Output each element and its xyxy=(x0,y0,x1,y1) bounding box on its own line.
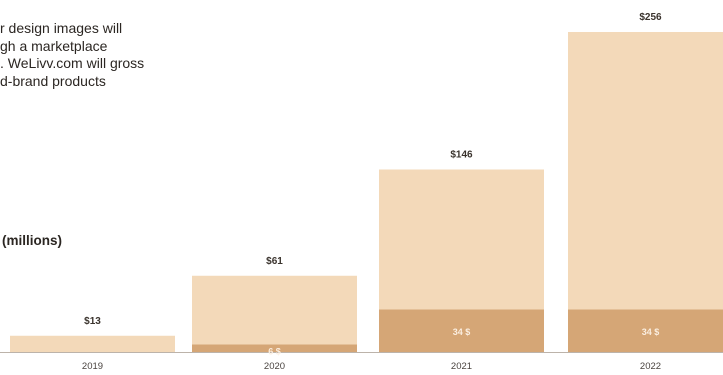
bar-segment-2020 xyxy=(192,344,357,352)
value-label-2019: $13 xyxy=(84,316,101,327)
bar-total-2020 xyxy=(192,275,357,352)
intro-text: r design images will gh a marketplace . … xyxy=(0,20,235,90)
bar-total-2022 xyxy=(568,32,723,352)
value-label-2020: $61 xyxy=(266,256,283,267)
y-unit-label: (millions) xyxy=(2,233,62,248)
value-label-2022: $256 xyxy=(639,12,662,23)
segment-label-2022: 34 $ xyxy=(642,327,660,337)
bar-segment-2022 xyxy=(568,309,723,352)
segment-label-2021: 34 $ xyxy=(453,327,471,337)
x-tick-label-2021: 2021 xyxy=(451,361,472,372)
intro-line: r design images will xyxy=(0,20,123,36)
value-label-2021: $146 xyxy=(450,150,473,161)
intro-line: . WeLivv.com will gross xyxy=(0,55,145,71)
bar-total-2019 xyxy=(10,335,175,352)
x-tick-label-2022: 2022 xyxy=(640,361,661,372)
bar-segment-2021 xyxy=(379,309,544,352)
intro-line: gh a marketplace xyxy=(0,37,108,54)
x-tick-label-2019: 2019 xyxy=(82,361,103,372)
intro-line: d-brand products xyxy=(0,72,106,89)
x-tick-label-2020: 2020 xyxy=(264,361,285,372)
segment-label-2020: 6 $ xyxy=(268,347,281,357)
